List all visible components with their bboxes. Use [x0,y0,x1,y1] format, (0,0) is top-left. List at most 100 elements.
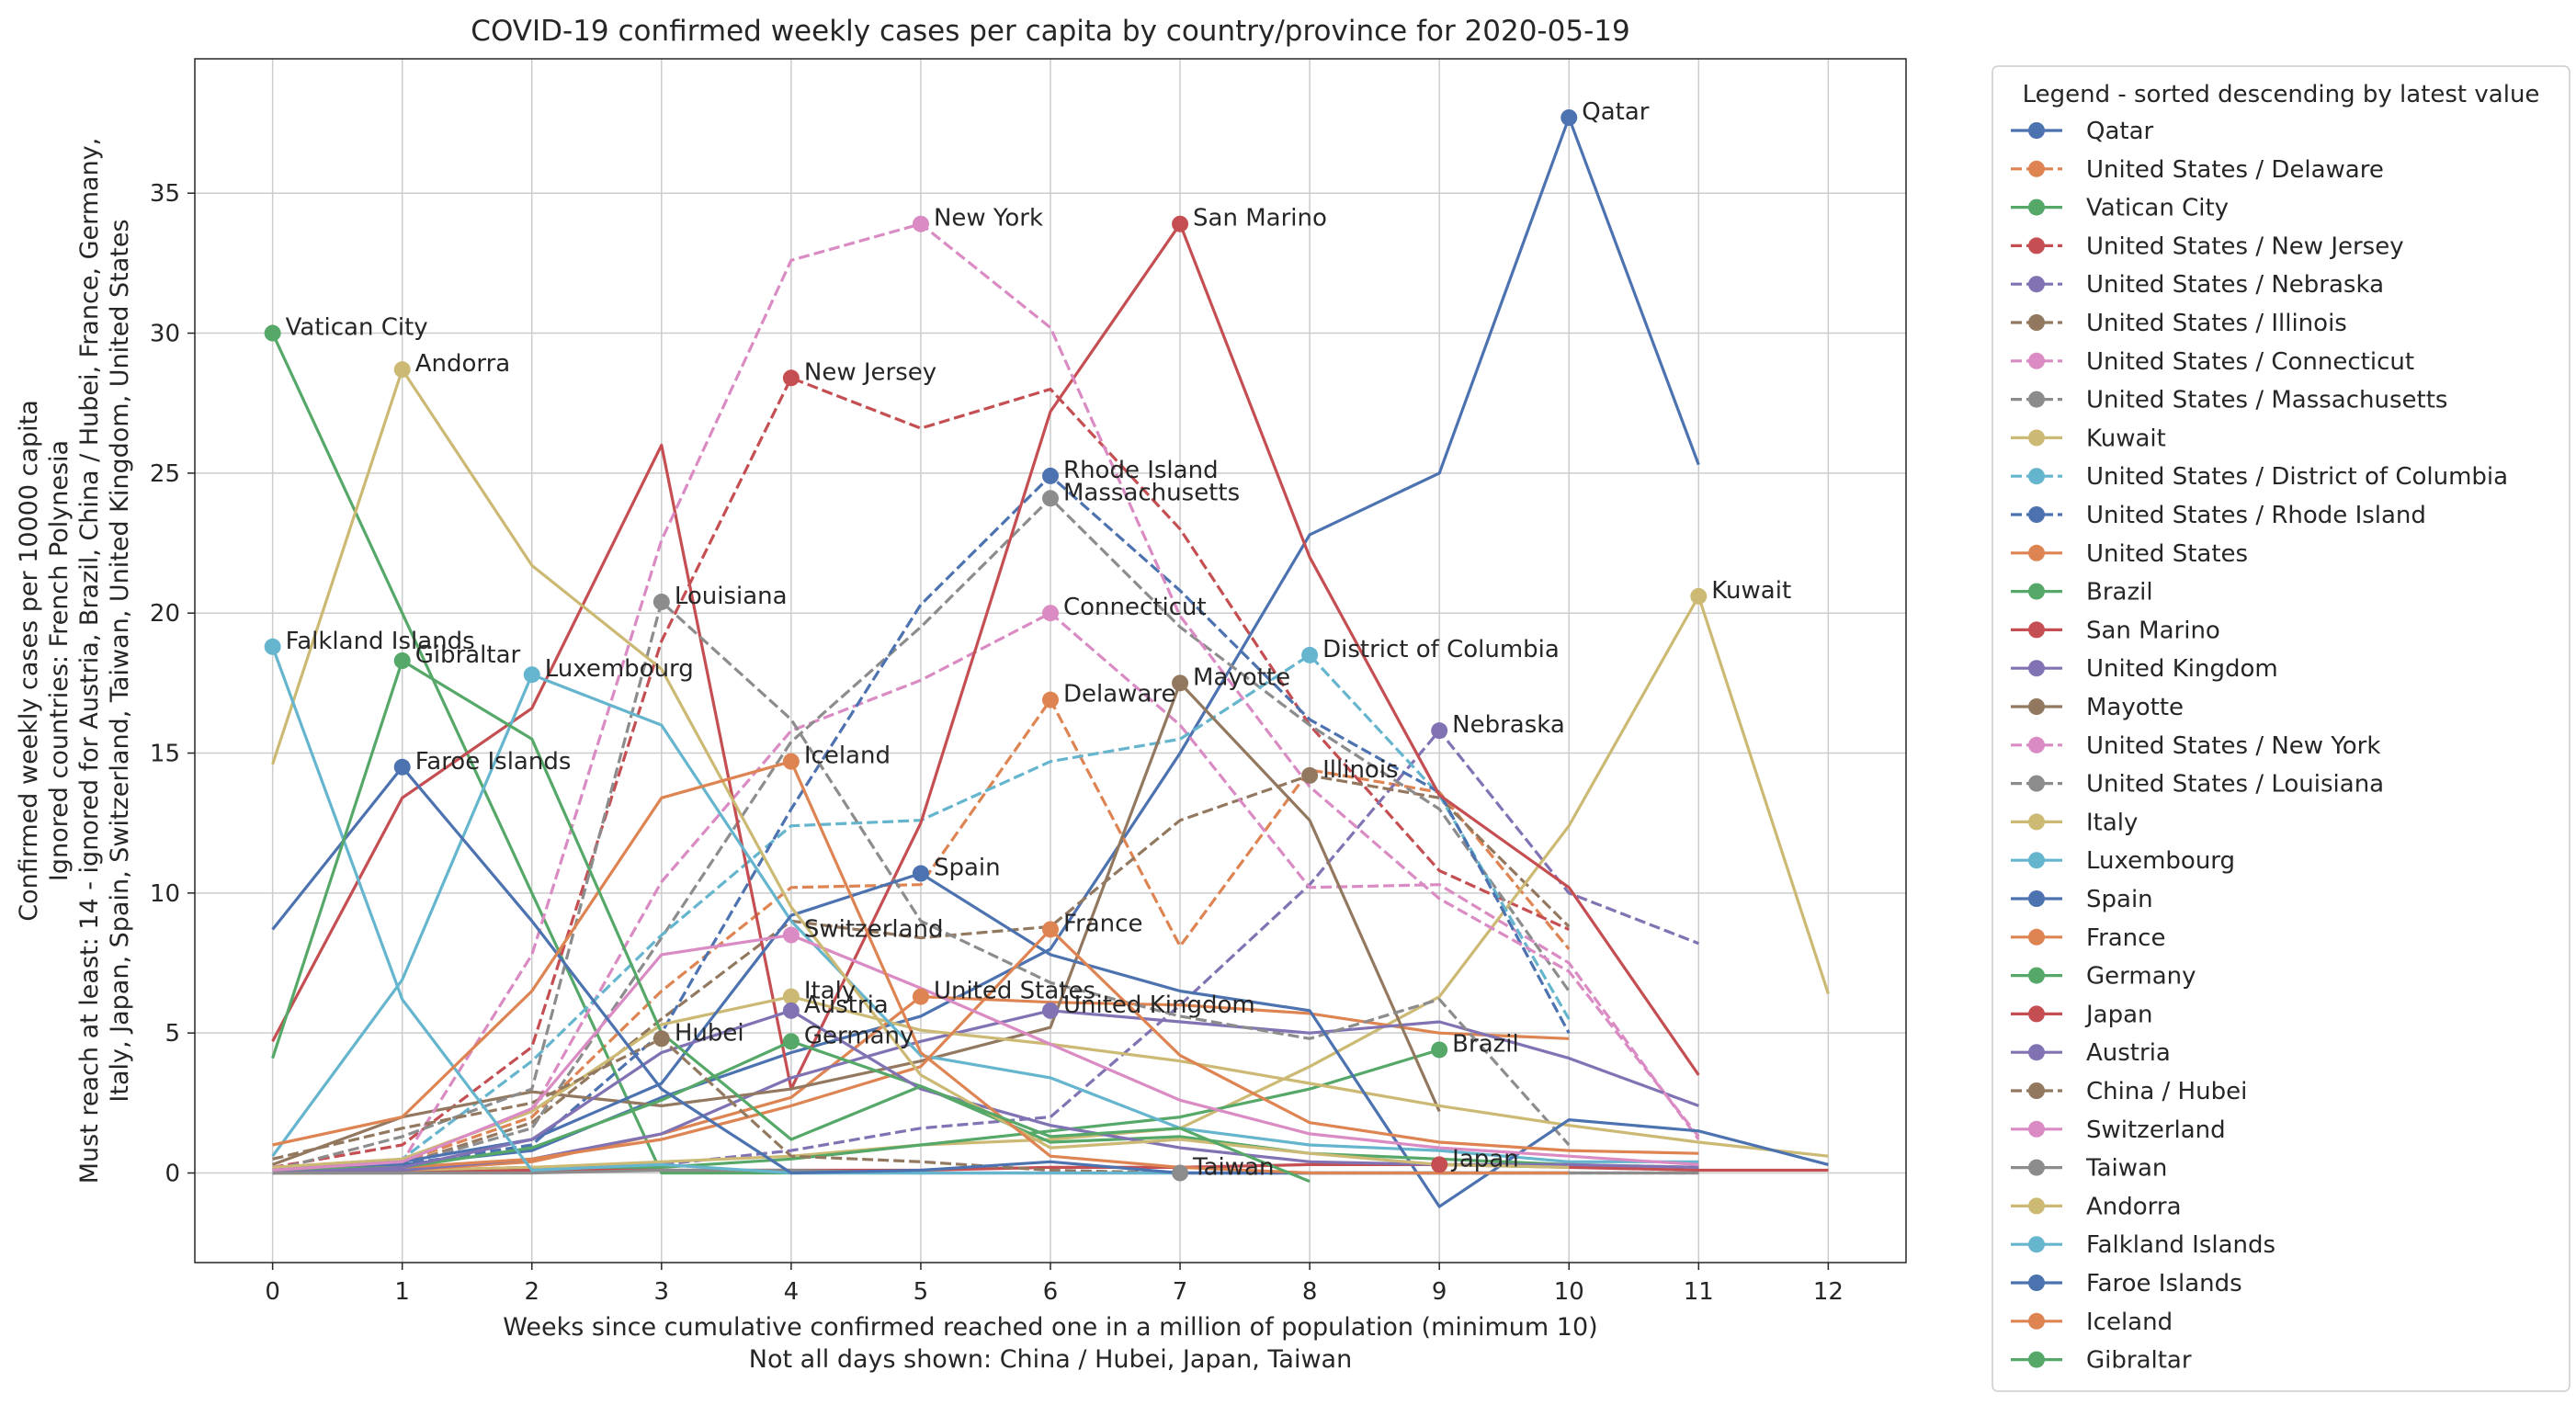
annotations: Qatar Delaware Vatican City New Jersey Nebra… [264,98,1791,1182]
legend-title: Legend - sorted descending by latest val… [2023,81,2540,108]
x-axis-sublabel: Not all days shown: China / Hubei, Japan… [749,1345,1352,1374]
annotation-andorra: Andorra [415,350,511,378]
series-line-switzerland [272,933,1699,1173]
series-marker-spain [912,865,929,882]
series-marker-united-states-delaware [1042,691,1059,708]
legend-label-spain: Spain [2086,886,2153,913]
series-line-united-states-new-jersey [272,376,1570,1169]
series-marker-united-states-connecticut [1042,605,1059,622]
series-marker-taiwan [1172,1164,1189,1182]
legend-marker-mayotte [2028,698,2045,715]
legend-marker-france [2028,928,2045,946]
series-marker-gibraltar [393,652,411,669]
series-marker-luxembourg [523,666,540,684]
legend: Legend - sorted descending by latest val… [1992,65,2570,1392]
series-marker-china-hubei [653,1030,670,1048]
legend-label-falkland-islands: Falkland Islands [2086,1231,2275,1259]
series-marker-brazil [1431,1041,1448,1059]
legend-label-qatar: Qatar [2086,118,2154,145]
x-tick-label: 9 [1432,1278,1447,1306]
annotation-united-states-delaware: Delaware [1063,681,1175,708]
annotation-vatican-city: Vatican City [286,314,428,342]
legend-label-germany: Germany [2086,963,2196,991]
legend-label-austria: Austria [2086,1039,2171,1067]
annotation-taiwan: Taiwan [1192,1154,1274,1182]
series-marker-vatican-city [264,324,281,342]
annotation-qatar: Qatar [1582,98,1650,126]
legend-marker-san-marino [2028,621,2045,639]
legend-marker-gibraltar [2028,1351,2045,1368]
legend-label-switzerland: Switzerland [2086,1116,2226,1144]
x-tick-label: 6 [1043,1278,1059,1306]
y-axis-sublabel-3: Italy, Japan, Spain, Switzerland, Taiwan… [106,219,134,1102]
legend-marker-united-states-new-jersey [2028,237,2045,255]
legend-label-andorra: Andorra [2086,1193,2182,1220]
series-line-gibraltar [271,659,1311,1184]
annotation-united-states-illinois: Illinois [1322,756,1399,784]
series-line-united-states-delaware [272,698,1571,1173]
series-marker-qatar [1560,108,1578,126]
legend-marker-united-states-rhode-island [2028,506,2045,523]
legend-marker-united-states-louisiana [2028,775,2045,792]
legend-marker-taiwan [2028,1159,2045,1176]
series-marker-italy [782,988,800,1005]
legend-label-italy: Italy [2086,809,2138,836]
legend-marker-austria [2028,1044,2045,1061]
legend-label-united-states-new-jersey: United States / New Jersey [2086,232,2404,260]
y-tick-label: 5 [165,1020,180,1048]
legend-marker-japan [2028,1005,2045,1023]
series-marker-united-states-new-jersey [782,369,800,387]
x-tick-label: 5 [914,1278,929,1306]
legend-marker-kuwait [2028,429,2045,447]
legend-label-united-states-illinois: United States / Illinois [2086,310,2347,337]
annotation-faroe-islands: Faroe Islands [415,748,572,776]
annotation-united-states-new-jersey: New Jersey [804,358,936,386]
legend-marker-united-states-massachusetts [2028,391,2045,408]
series-marker-united-states-louisiana [653,594,670,611]
y-tick-label: 10 [150,880,180,908]
series-marker-united-states-district-of-columbia [1301,646,1319,663]
chart-title: COVID-19 confirmed weekly cases per capi… [471,15,1629,48]
series-marker-mayotte [1172,674,1189,692]
series-line-iceland [272,760,1570,1175]
legend-label-united-kingdom: United Kingdom [2086,655,2278,683]
series-marker-germany [782,1033,800,1050]
annotation-japan: Japan [1450,1145,1519,1173]
x-tick-label: 11 [1684,1278,1714,1306]
series-marker-kuwait [1690,587,1708,605]
series-marker-united-states-massachusetts [1042,490,1059,507]
legend-marker-qatar [2028,122,2045,139]
series-marker-united-states-illinois [1301,766,1319,784]
annotation-germany: Germany [804,1022,914,1049]
annotation-united-states-new-york: New York [934,205,1043,232]
y-axis-label-group: Confirmed weekly cases per 10000 capita … [15,138,134,1184]
y-axis-sublabel-1: Ignored countries: French Polynesia [45,440,74,881]
series-line-united-states-illinois [272,774,1571,1173]
x-tick-label: 4 [784,1278,800,1306]
legend-label-kuwait: Kuwait [2086,425,2166,452]
series-marker-falkland-islands [264,638,281,655]
legend-marker-china-hubei [2028,1082,2045,1099]
legend-label-mayotte: Mayotte [2086,694,2184,721]
legend-label-united-states-nebraska: United States / Nebraska [2086,271,2384,299]
series-marker-faroe-islands [393,758,411,776]
legend-label-china-hubei: China / Hubei [2086,1078,2247,1105]
y-tick-label: 0 [165,1161,180,1188]
series-group [271,116,1830,1208]
legend-frame [1992,65,2570,1392]
legend-label-united-states-louisiana: United States / Louisiana [2086,771,2384,799]
series-line-united-states-rhode-island [272,474,1571,1173]
legend-marker-united-states-delaware [2028,160,2045,177]
annotation-united-kingdom: United Kingdom [1063,991,1255,1019]
series-marker-san-marino [1172,215,1189,232]
annotation-china-hubei: Hubei [675,1019,744,1047]
y-tick-label: 30 [150,321,180,348]
legend-marker-vatican-city [2028,198,2045,216]
legend-label-france: France [2086,924,2165,952]
legend-marker-united-states-district-of-columbia [2028,468,2045,485]
annotation-spain: Spain [934,855,1001,882]
x-tick-label: 7 [1173,1278,1188,1306]
legend-label-brazil: Brazil [2086,579,2153,606]
legend-marker-united-states-connecticut [2028,352,2045,369]
